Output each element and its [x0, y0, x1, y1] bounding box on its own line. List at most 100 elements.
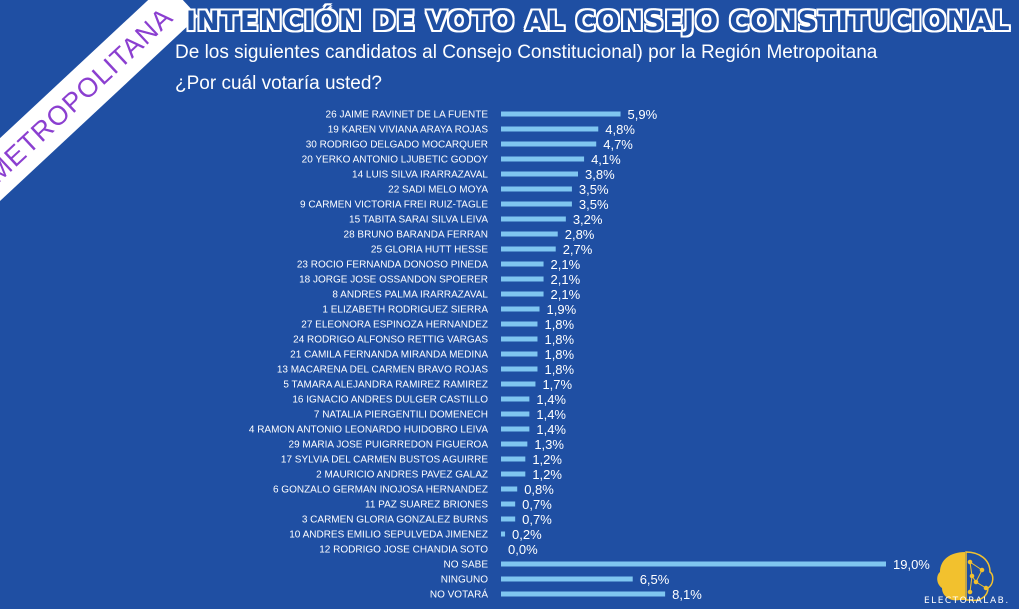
- brain-logo-icon: [937, 551, 994, 602]
- value-label: 1,9%: [547, 302, 577, 317]
- value-label: 0,8%: [524, 482, 554, 497]
- bar: [501, 516, 516, 522]
- bar: [501, 441, 528, 447]
- bar: [501, 501, 516, 507]
- value-label: 0,7%: [522, 512, 552, 527]
- value-label: 8,1%: [672, 587, 702, 602]
- value-label: 0,2%: [512, 527, 542, 542]
- bar: [501, 561, 886, 567]
- category-label: NINGUNO: [441, 575, 488, 586]
- value-label: 2,1%: [551, 287, 581, 302]
- bar: [501, 171, 578, 177]
- value-label: 1,8%: [544, 362, 574, 377]
- value-label: 3,5%: [579, 182, 609, 197]
- category-label: 26 JAIME RAVINET DE LA FUENTE: [326, 110, 489, 121]
- value-label: 1,3%: [534, 437, 564, 452]
- category-label: 24 RODRIGO ALFONSO RETTIG VARGAS: [293, 335, 488, 346]
- category-label: 15 TABITA SARAI SILVA LEIVA: [349, 215, 488, 226]
- value-label: 2,1%: [551, 272, 581, 287]
- value-label: 1,4%: [536, 407, 566, 422]
- category-label: 19 KAREN VIVIANA ARAYA ROJAS: [328, 125, 489, 136]
- category-label: 13 MACARENA DEL CARMEN BRAVO ROJAS: [277, 365, 488, 376]
- value-label: 4,1%: [591, 152, 621, 167]
- value-label: 4,7%: [603, 137, 633, 152]
- bar: [501, 291, 544, 297]
- category-label: 10 ANDRES EMILIO SEPULVEDA JIMENEZ: [289, 530, 488, 541]
- category-label: NO VOTARÁ: [430, 588, 488, 601]
- bar: [501, 381, 536, 387]
- value-label: 2,1%: [551, 257, 581, 272]
- value-label: 1,2%: [532, 467, 562, 482]
- category-label: 28 BRUNO BARANDA FERRAN: [344, 230, 488, 241]
- category-label: 25 GLORIA HUTT HESSE: [371, 245, 488, 256]
- category-label: 27 ELEONORA ESPINOZA HERNANDEZ: [301, 320, 488, 331]
- brand-name: ELECTORALAB.: [924, 596, 1010, 606]
- value-label: 3,5%: [579, 197, 609, 212]
- bar: [501, 306, 540, 312]
- value-label: 5,9%: [628, 107, 658, 122]
- category-label: 18 JORGE JOSE OSSANDON SPOERER: [299, 275, 488, 286]
- value-label: 1,8%: [544, 332, 574, 347]
- category-label: 21 CAMILA FERNANDA MIRANDA MEDINA: [290, 350, 488, 361]
- bar: [501, 411, 530, 417]
- value-label: 1,4%: [536, 392, 566, 407]
- category-label: 22 SADI MELO MOYA: [388, 185, 488, 196]
- bar: [501, 576, 633, 582]
- bar: [501, 456, 526, 462]
- value-label: 1,8%: [544, 317, 574, 332]
- category-label: 17 SYLVIA DEL CARMEN BUSTOS AGUIRRE: [281, 455, 488, 466]
- value-label: 3,2%: [573, 212, 603, 227]
- bar: [501, 141, 597, 147]
- bar: [501, 111, 621, 117]
- bar: [501, 201, 572, 207]
- value-label: 4,8%: [605, 122, 635, 137]
- category-label: 23 ROCIO FERNANDA DONOSO PINEDA: [297, 260, 488, 271]
- survey-question: ¿Por cuál votaría usted?: [175, 73, 382, 94]
- value-label: 1,2%: [532, 452, 562, 467]
- category-label: 9 CARMEN VICTORIA FREI RUIZ-TAGLE: [300, 200, 488, 211]
- bar: [501, 216, 566, 222]
- category-label: 4 RAMON ANTONIO LEONARDO HUIDOBRO LEIVA: [249, 425, 488, 436]
- bar: [501, 366, 538, 372]
- bar: [501, 186, 572, 192]
- value-label: 3,8%: [585, 167, 615, 182]
- value-label: 6,5%: [640, 572, 670, 587]
- bar: [501, 261, 544, 267]
- category-label: 8 ANDRES PALMA IRARRAZAVAL: [332, 290, 488, 301]
- category-label: 6 GONZALO GERMAN INOJOSA HERNANDEZ: [273, 485, 488, 496]
- bar: [501, 531, 506, 537]
- chart-subtitle: De los siguientes candidatos al Consejo …: [175, 42, 878, 63]
- category-label: 12 RODRIGO JOSE CHANDIA SOTO: [319, 545, 488, 556]
- bar: [501, 351, 538, 357]
- category-label: 5 TAMARA ALEJANDRA RAMIREZ RAMIREZ: [283, 380, 488, 391]
- bar: [501, 336, 538, 342]
- category-label: 16 IGNACIO ANDRES DULGER CASTILLO: [292, 395, 488, 406]
- value-label: 2,7%: [563, 242, 593, 257]
- value-label: 1,7%: [542, 377, 572, 392]
- category-label: 20 YERKO ANTONIO LJUBETIC GODOY: [302, 155, 489, 166]
- bar: [501, 276, 544, 282]
- value-label: 1,4%: [536, 422, 566, 437]
- value-label: 1,8%: [544, 347, 574, 362]
- value-label: 0,7%: [522, 497, 552, 512]
- value-label: 19,0%: [893, 557, 930, 572]
- category-label: 14 LUIS SILVA IRARRAZAVAL: [352, 170, 488, 181]
- category-label: 2 MAURICIO ANDRES PAVEZ GALAZ: [316, 470, 488, 481]
- value-label: 2,8%: [565, 227, 595, 242]
- bar: [501, 321, 538, 327]
- bar: [501, 486, 518, 492]
- bar: [501, 426, 530, 432]
- bar: [501, 246, 556, 252]
- category-label: NO SABE: [444, 560, 489, 571]
- category-label: 11 PAZ SUAREZ BRIONES: [365, 500, 488, 511]
- bar: [501, 231, 558, 237]
- value-label: 0,0%: [508, 542, 538, 557]
- category-label: 7 NATALIA PIERGENTILI DOMENECH: [314, 410, 488, 421]
- category-label: 30 RODRIGO DELGADO MOCARQUER: [306, 140, 488, 151]
- category-label: 3 CARMEN GLORIA GONZALEZ BURNS: [302, 515, 488, 526]
- chart-title: Intención de voto al Consejo Constitucio…: [186, 6, 1011, 37]
- bar: [501, 126, 599, 132]
- category-label: 1 ELIZABETH RODRIGUEZ SIERRA: [322, 305, 488, 316]
- category-label: 29 MARIA JOSE PUIGRREDON FIGUEROA: [289, 440, 489, 451]
